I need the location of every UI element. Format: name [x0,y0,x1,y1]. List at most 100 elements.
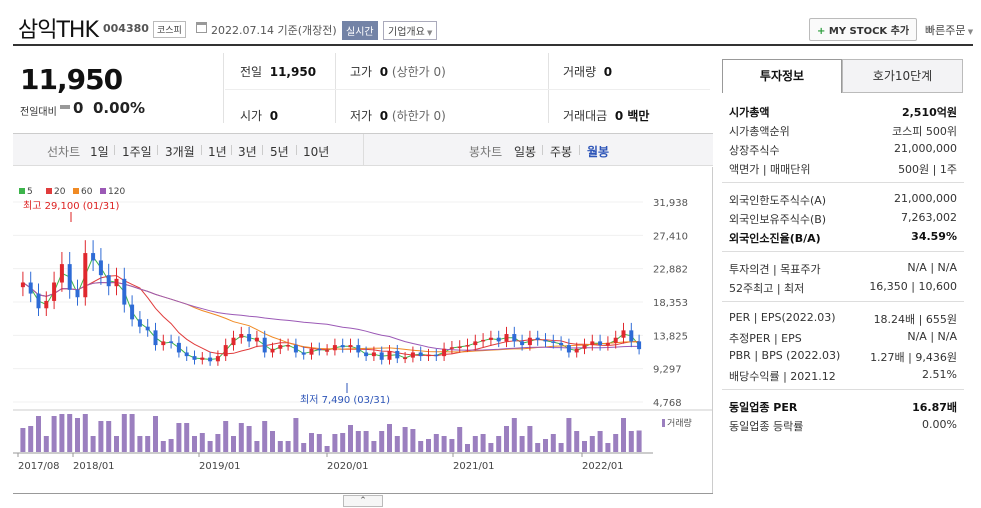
candle-monthly[interactable]: 월봉 [587,145,610,159]
volume-bar [285,441,291,452]
candle-body [325,350,330,352]
candle-body [52,282,57,301]
volume-bar [348,425,353,452]
volume-bar [90,436,96,452]
legend-label-ma60: 60 [81,187,93,197]
add-mystock-button[interactable]: + MY STOCK 추가 [809,18,918,41]
high-price: 고가 0 (상한가 0) [350,65,446,79]
calendar-icon [196,22,207,33]
current-price: 11,950 [20,63,123,96]
info-key: 투자의견 | 목표주가 [729,263,821,276]
volume-bar [472,436,478,452]
volume-bar [309,433,314,452]
plus-icon: + [817,26,826,37]
candle-body [481,339,486,342]
period-5y[interactable]: 5년 [270,145,289,159]
volume-bar [160,441,166,452]
candle-body [418,352,423,357]
candle-body [145,326,150,331]
volume-bar [480,434,486,452]
volume-bar [316,434,322,452]
info-row: 시가총액순위 코스피 500위 [729,123,957,141]
tab-investment-info[interactable]: 투자정보 [722,59,842,93]
line-chart-label: 선차트 [47,145,81,159]
candle-body [465,345,470,347]
info-value: 18.24배 | 655원 [873,313,957,326]
separator [579,145,580,155]
period-1y[interactable]: 1년 [208,145,227,159]
info-row: 배당수익률 | 2021.12 2.51% [729,368,957,386]
period-3m[interactable]: 3개월 [165,145,195,159]
x-tick-label: 2021/01 [453,461,495,472]
info-key: 추정PER | EPS [729,332,802,345]
quick-order-button[interactable]: 빠른주문 ▼ [925,24,974,37]
info-row: 시가총액 2,510억원 [729,104,957,122]
candle-body [637,341,642,350]
volume-legend-swatch [662,419,665,427]
candle-body [535,337,540,340]
candle-body [278,345,283,349]
period-1w[interactable]: 1주일 [122,145,152,159]
realtime-button[interactable]: 실시간 [342,21,378,40]
candle-body [356,345,361,353]
volume-bar [75,418,80,452]
volume-bar [457,427,463,452]
info-key: 시가총액 [729,106,770,119]
volume-bar [418,441,424,452]
price-chart[interactable]: 5 20 60 120 31,938 27,410 22,882 18,353 13,825 9… [13,180,713,495]
info-value: 21,000,000 [894,192,957,205]
candle-body [574,348,579,353]
candle-body [137,319,142,327]
change-percent: 0.00% [93,99,146,117]
candle-body [449,347,454,349]
candle-body [215,356,220,362]
legend-swatch [19,188,25,194]
divider [363,134,364,166]
collapse-button[interactable]: ⌃ [343,495,383,507]
volume-bar [566,418,572,452]
period-10y[interactable]: 10년 [303,145,330,159]
info-row: 외국인보유주식수(B) 7,263,002 [729,211,957,229]
x-tick-label: 2017/08 [18,461,60,472]
period-3y[interactable]: 3년 [238,145,257,159]
candle-body [223,345,228,357]
legend-swatch [100,188,106,194]
stock-name: 삼익THK [18,18,99,43]
candle-body [59,264,64,283]
y-tick-label: 31,938 [653,198,688,209]
candle-body [91,253,96,261]
separator [201,145,202,155]
candle-body [434,354,439,357]
volume-bar [270,431,275,452]
legend-label-ma5: 5 [27,187,33,197]
volume-bar [28,426,34,452]
volume-bar [387,424,392,452]
period-1d[interactable]: 1일 [90,145,109,159]
candle-body [613,337,618,343]
info-key: 외국인소진율(B/A) [729,232,821,245]
info-key: 시가총액순위 [729,125,790,138]
candle-body [130,304,135,320]
tab-orderbook[interactable]: 호가10단계 [842,59,963,93]
volume-bar [153,416,158,452]
candle-body [28,282,33,294]
candle-body [340,345,345,348]
candle-daily[interactable]: 일봉 [514,145,537,159]
stock-code: 004380 [103,22,149,35]
candle-weekly[interactable]: 주봉 [550,145,573,159]
volume-bar [43,436,49,452]
candle-body [169,341,174,343]
volume-bar [449,439,455,452]
divider [225,89,710,90]
info-value: 16.87배 [912,401,957,414]
candle-body [98,260,103,276]
info-value: 16,350 | 10,600 [869,280,957,293]
candle-body [36,293,41,309]
candle-body [590,341,595,346]
volume-bar [488,443,494,452]
info-key: 액면가 | 매매단위 [729,163,811,176]
divider [13,493,713,494]
volume-bar [355,431,361,452]
candle-body [176,342,181,353]
company-overview-button[interactable]: 기업개요 ▼ [383,21,438,40]
